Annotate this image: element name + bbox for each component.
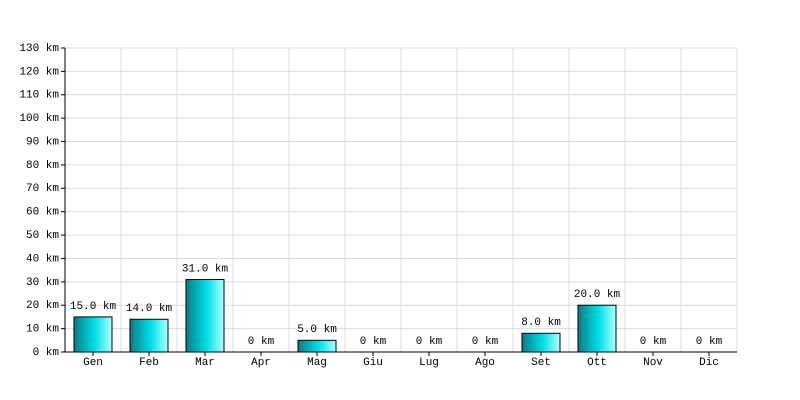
value-label: 31.0 km [182,263,229,275]
bar [521,332,561,353]
x-tick-label: Set [531,357,551,369]
y-tick-label: 50 km [26,230,59,242]
y-tick-label: 0 km [33,347,60,359]
value-label: 8.0 km [521,317,561,329]
bar [297,339,337,353]
value-label: 0 km [248,336,275,348]
value-label: 0 km [360,336,387,348]
bar [577,304,617,353]
value-label: 14.0 km [126,303,173,315]
bar [129,318,169,353]
y-tick-label: 70 km [26,183,59,195]
value-label: 0 km [696,336,723,348]
y-tick-label: 110 km [19,90,59,102]
y-tick-label: 120 km [19,66,59,78]
value-label: 0 km [416,336,443,348]
x-tick-label: Nov [643,357,663,369]
x-tick-label: Ago [475,357,495,369]
value-label: 15.0 km [70,301,117,313]
value-label: 20.0 km [574,289,621,301]
y-tick-label: 80 km [26,160,59,172]
y-tick-label: 20 km [26,300,59,312]
value-label: 0 km [472,336,499,348]
value-label: 0 km [640,336,667,348]
x-tick-label: Mag [307,357,327,369]
x-tick-label: Feb [139,357,159,369]
x-tick-label: Giu [363,357,383,369]
y-tick-label: 130 km [19,43,59,55]
value-label: 5.0 km [297,324,337,336]
y-tick-label: 100 km [19,113,59,125]
y-tick-label: 10 km [26,324,59,336]
x-tick-label: Ott [587,357,607,369]
x-tick-label: Dic [699,357,719,369]
x-tick-label: Lug [419,357,439,369]
x-tick-label: Apr [251,357,271,369]
x-tick-label: Mar [195,357,215,369]
y-tick-label: 90 km [26,136,59,148]
y-tick-label: 60 km [26,207,59,219]
y-tick-label: 30 km [26,277,59,289]
x-tick-label: Gen [83,357,103,369]
y-tick-label: 40 km [26,253,59,265]
bar [73,316,113,353]
bar [185,279,225,353]
